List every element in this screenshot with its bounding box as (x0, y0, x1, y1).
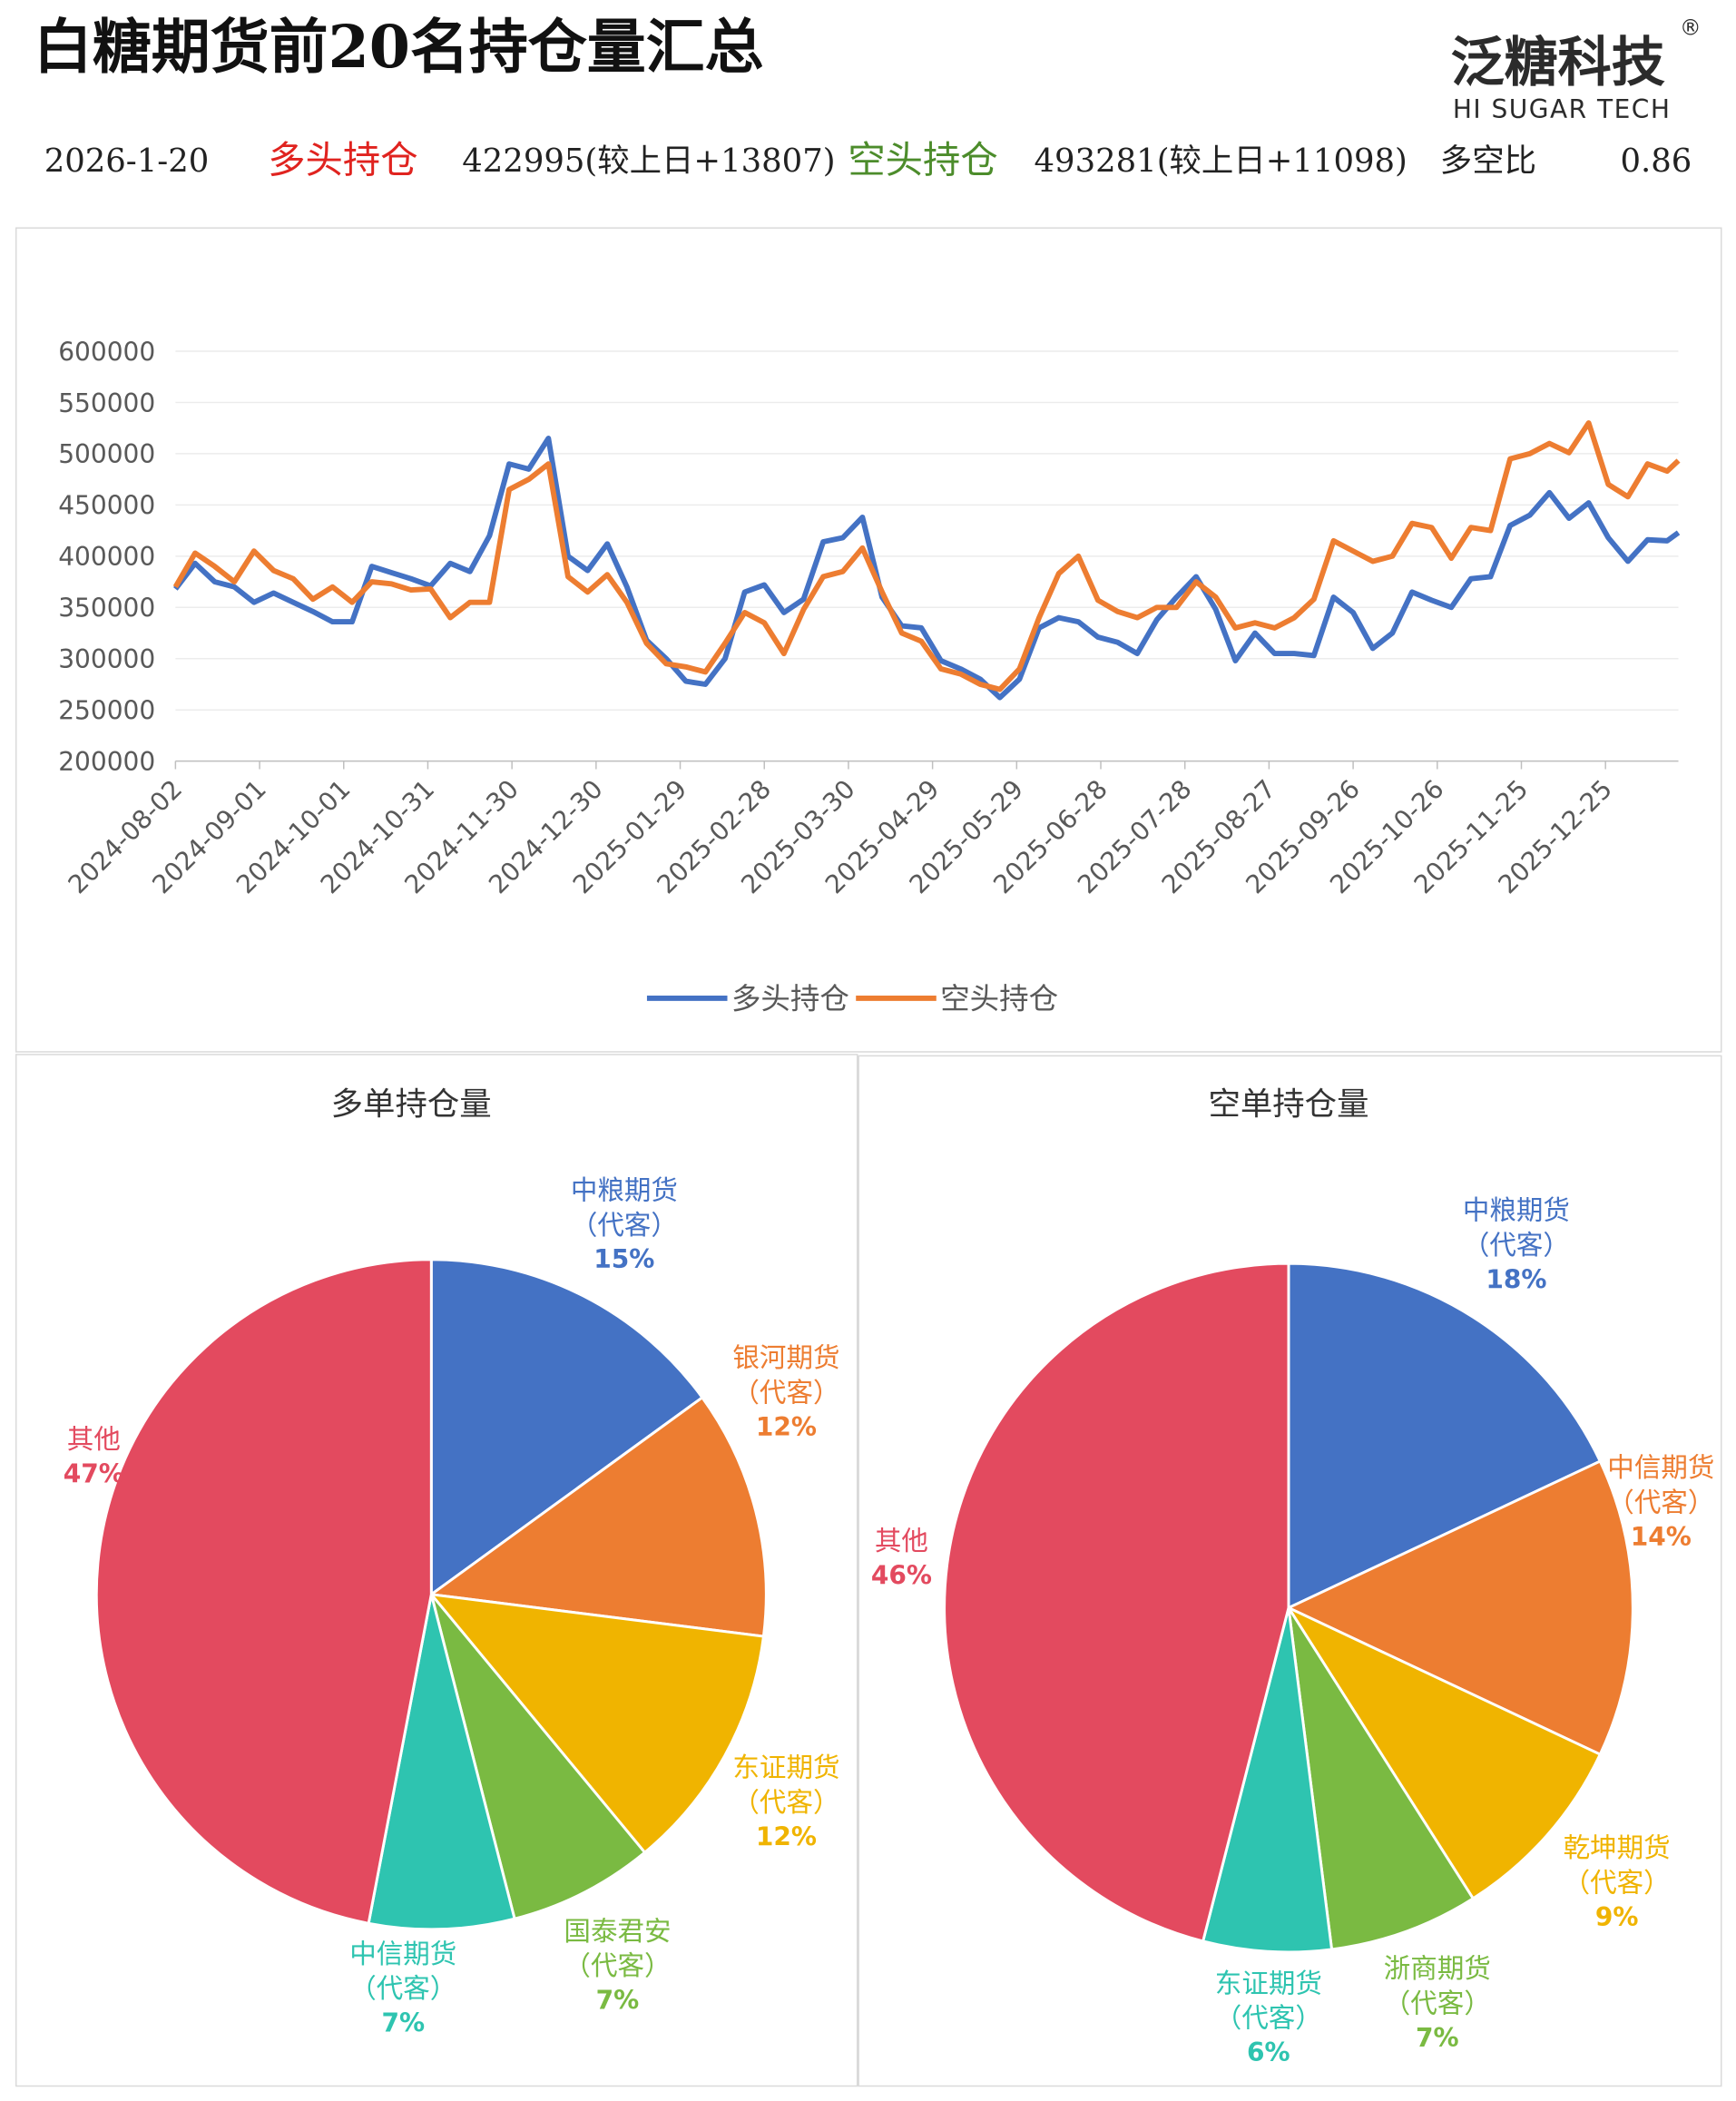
ratio-value: 0.86 (1620, 142, 1692, 180)
pie-value-label: 7% (382, 2008, 426, 2038)
pie-label: 中信期货（代客） (349, 1938, 456, 2003)
pie-slice (367, 1594, 516, 1931)
pie-label: 浙商期货（代客） (1384, 1953, 1491, 2018)
pie-value-label: 14% (1631, 1522, 1692, 1552)
long-value: 422995(较上日+13807) (462, 142, 835, 180)
pie-label: 其他 (875, 1526, 928, 1556)
y-tick-label: 500000 (58, 439, 155, 469)
pie-slice (1201, 1607, 1334, 1954)
pie-slice (429, 1258, 704, 1597)
logo-mark: ® (1680, 15, 1702, 41)
long-label: 多头持仓 (268, 139, 417, 182)
short-label: 空头持仓 (848, 139, 997, 182)
date: 2026-1-20 (44, 142, 210, 180)
series-line (173, 436, 1681, 701)
pie-slice (94, 1258, 433, 1925)
y-tick-label: 300000 (58, 644, 155, 674)
pie-title: 空单持仓量 (1208, 1085, 1368, 1123)
pie-slice (1287, 1606, 1476, 1951)
pie-slice (943, 1262, 1290, 1943)
pie-label: 国泰君安（代客） (564, 1915, 671, 1980)
pie-label: 乾坤期货（代客） (1564, 1832, 1671, 1898)
pie-slice (429, 1593, 647, 1921)
pie-slice (427, 1395, 768, 1638)
pie-value-label: 9% (1595, 1902, 1639, 1932)
y-tick-label: 550000 (58, 388, 155, 418)
pie-title: 多单持仓量 (331, 1085, 492, 1123)
pie-value-label: 12% (756, 1821, 817, 1851)
page-title: 白糖期货前20名持仓量汇总 (34, 13, 764, 82)
pie-label: 东证期货（代客） (732, 1752, 839, 1817)
pie-slice (427, 1592, 766, 1855)
y-tick-label: 400000 (58, 542, 155, 572)
y-tick-label: 450000 (58, 491, 155, 521)
y-tick-label: 250000 (58, 696, 155, 726)
legend-label: 空头持仓 (940, 982, 1058, 1016)
series-line (172, 420, 1681, 692)
pie-label: 中信期货（代客） (1607, 1452, 1714, 1517)
pie-value-label: 15% (593, 1244, 654, 1274)
pie-label: 中粮期货（代客） (1463, 1194, 1570, 1260)
line-chart-frame (15, 227, 1722, 1053)
pie-label: 东证期货（代客） (1215, 1968, 1322, 2033)
pie-slice (1285, 1459, 1634, 1757)
logo-name: 泛糖科技 (1451, 31, 1665, 93)
pie-label: 其他 (67, 1424, 121, 1455)
legend-label: 多头持仓 (731, 982, 849, 1016)
pie-frame-left (15, 1054, 858, 2087)
pie-value-label: 7% (1416, 2023, 1459, 2053)
y-tick-label: 600000 (58, 337, 155, 367)
pie-value-label: 6% (1247, 2037, 1290, 2067)
pie-label: 银河期货（代客） (732, 1341, 839, 1407)
pie-value-label: 18% (1486, 1264, 1546, 1294)
pie-slice (1287, 1262, 1603, 1610)
y-tick-label: 200000 (58, 747, 155, 777)
pie-value-label: 7% (596, 1986, 640, 2016)
pie-value-label: 46% (871, 1561, 932, 1591)
pie-slice (1285, 1605, 1603, 1900)
pie-frame-right (858, 1055, 1722, 2087)
pie-value-label: 12% (756, 1412, 817, 1442)
y-tick-label: 350000 (58, 594, 155, 623)
ratio-label: 多空比 (1440, 142, 1536, 180)
short-value: 493281(较上日+11098) (1035, 142, 1407, 180)
logo-english: HI SUGAR TECH (1453, 94, 1672, 124)
pie-label: 中粮期货（代客） (571, 1174, 678, 1240)
pie-value-label: 47% (64, 1458, 124, 1488)
